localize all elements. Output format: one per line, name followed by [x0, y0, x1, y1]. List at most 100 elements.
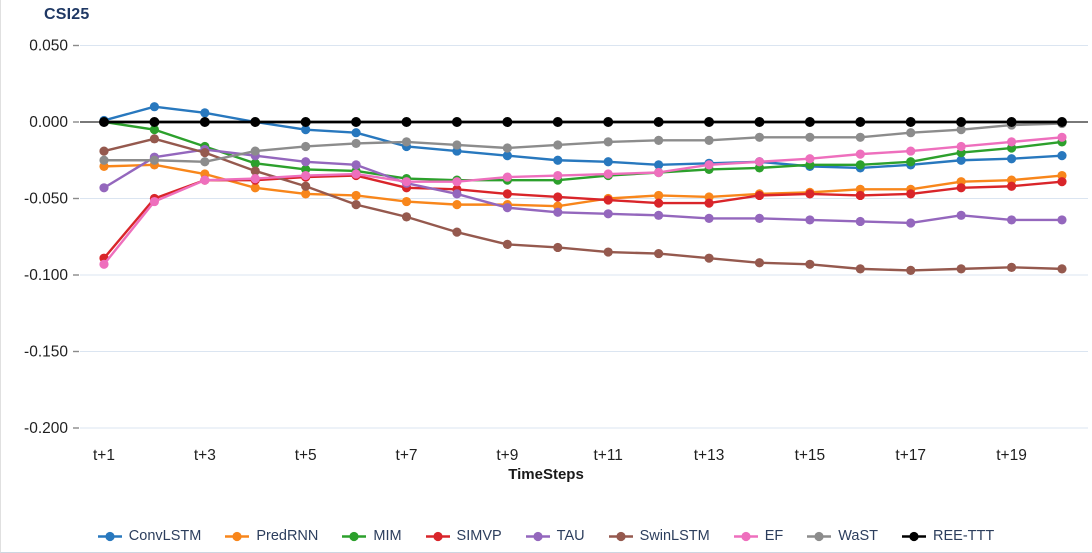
data-point-tau — [704, 213, 714, 223]
legend-item-simvp[interactable]: SIMVP — [425, 528, 502, 544]
data-point-ree-ttt — [300, 117, 311, 127]
data-point-ree-ttt — [99, 117, 109, 127]
data-point-ree-ttt — [502, 117, 513, 127]
legend-label-ree-ttt: REE-TTT — [933, 528, 995, 544]
data-point-ree-ttt — [855, 117, 866, 127]
legend-item-convlstm[interactable]: ConvLSTM — [97, 528, 201, 544]
data-point-simvp — [754, 190, 765, 201]
legend-marker-ree-ttt-icon — [902, 531, 926, 541]
data-point-simvp — [553, 192, 563, 202]
data-point-wast — [301, 141, 311, 152]
data-point-tau — [956, 210, 966, 220]
data-point-ef — [704, 160, 714, 170]
chart-legend: ConvLSTM PredRNN MIM SIMVP TAU SwinLSTM EF WaST… — [0, 528, 1092, 544]
data-point-ef — [99, 259, 109, 269]
data-point-ree-ttt — [250, 117, 261, 127]
data-point-predrnn — [452, 200, 462, 210]
legend-marker-mim-icon — [342, 531, 367, 541]
data-point-swinlstm — [99, 146, 109, 156]
data-point-tau — [99, 183, 109, 193]
data-point-convlstm — [200, 108, 210, 118]
x-axis-title: TimeSteps — [508, 466, 584, 483]
data-point-simvp — [603, 195, 613, 205]
data-point-ree-ttt — [754, 117, 765, 127]
legend-item-tau[interactable]: TAU — [525, 528, 585, 544]
data-point-tau — [502, 203, 512, 213]
data-point-ree-ttt — [552, 117, 563, 127]
legend-label-wast: WaST — [838, 528, 878, 544]
data-point-ef — [654, 167, 664, 178]
data-point-swinlstm — [906, 265, 916, 276]
data-point-swinlstm — [502, 239, 512, 249]
series-line-tau — [103, 148, 1062, 225]
data-point-wast — [553, 140, 563, 150]
x-tick-label: t+11 — [593, 447, 622, 464]
data-point-swinlstm — [603, 247, 613, 257]
data-point-ef — [149, 196, 160, 207]
data-point-tau — [1006, 215, 1017, 225]
data-point-swinlstm — [1006, 262, 1017, 272]
data-point-swinlstm — [855, 264, 865, 274]
data-point-wast — [502, 143, 512, 153]
data-point-ef — [250, 174, 260, 184]
legend-label-mim: MIM — [373, 528, 402, 544]
x-tick-label: t+15 — [795, 447, 826, 464]
data-point-ree-ttt — [804, 117, 815, 127]
legend-label-tau: TAU — [556, 528, 585, 544]
data-point-wast — [855, 132, 865, 142]
data-point-ef — [502, 172, 512, 182]
data-point-swinlstm — [704, 253, 714, 263]
y-tick-label: -0.150 — [24, 344, 68, 361]
data-point-ef — [754, 157, 765, 167]
legend-item-wast[interactable]: WaST — [807, 528, 878, 544]
data-point-wast — [250, 146, 260, 156]
data-point-simvp — [855, 190, 865, 201]
data-point-ree-ttt — [653, 117, 664, 127]
data-point-convlstm — [149, 102, 160, 112]
data-point-wast — [452, 140, 462, 150]
data-point-ree-ttt — [149, 117, 160, 127]
data-point-mim — [855, 160, 865, 170]
data-point-simvp — [1057, 177, 1067, 187]
data-point-mim — [906, 157, 916, 167]
y-tick-label: -0.050 — [24, 191, 68, 208]
data-point-simvp — [906, 189, 916, 199]
data-point-ree-ttt — [351, 117, 362, 127]
data-point-ef — [301, 170, 311, 181]
legend-item-predrnn[interactable]: PredRNN — [225, 528, 318, 544]
data-point-tau — [351, 160, 361, 170]
chart-title: CSI25 — [44, 6, 90, 23]
data-point-ree-ttt — [199, 117, 210, 127]
data-point-ree-ttt — [1056, 117, 1067, 127]
legend-label-ef: EF — [764, 528, 784, 544]
data-point-mim — [250, 158, 260, 168]
legend-item-swinlstm[interactable]: SwinLSTM — [608, 528, 710, 544]
series-line-predrnn — [103, 163, 1063, 208]
x-tick-label: t+17 — [895, 447, 926, 464]
legend-label-swinlstm: SwinLSTM — [639, 528, 710, 544]
data-point-ef — [956, 141, 966, 152]
data-point-wast — [351, 138, 361, 149]
data-point-predrnn — [250, 183, 260, 193]
legend-item-ef[interactable]: EF — [733, 528, 784, 544]
data-point-ef — [351, 169, 361, 179]
data-point-simvp — [956, 183, 966, 193]
data-point-ef — [1057, 132, 1067, 142]
data-point-wast — [654, 135, 664, 145]
data-point-ef — [452, 177, 462, 187]
data-point-simvp — [502, 189, 512, 199]
data-point-ree-ttt — [603, 117, 614, 127]
legend-item-ree-ttt[interactable]: REE-TTT — [902, 528, 994, 544]
legend-item-mim[interactable]: MIM — [342, 528, 402, 544]
data-point-ef — [200, 175, 210, 185]
data-point-wast — [704, 135, 714, 145]
data-point-predrnn — [351, 190, 361, 201]
data-point-convlstm — [654, 160, 664, 170]
x-tick-label: t+5 — [295, 447, 317, 464]
data-point-convlstm — [351, 128, 361, 138]
data-point-simvp — [1006, 181, 1017, 191]
line-chart-plot: 0.050 0.000 -0.050 -0.100 -0.150 -0.200 t+1 t+3… — [24, 38, 1088, 464]
data-point-wast — [906, 128, 916, 138]
legend-marker-predrnn-icon — [225, 531, 250, 541]
data-point-swinlstm — [401, 212, 412, 222]
